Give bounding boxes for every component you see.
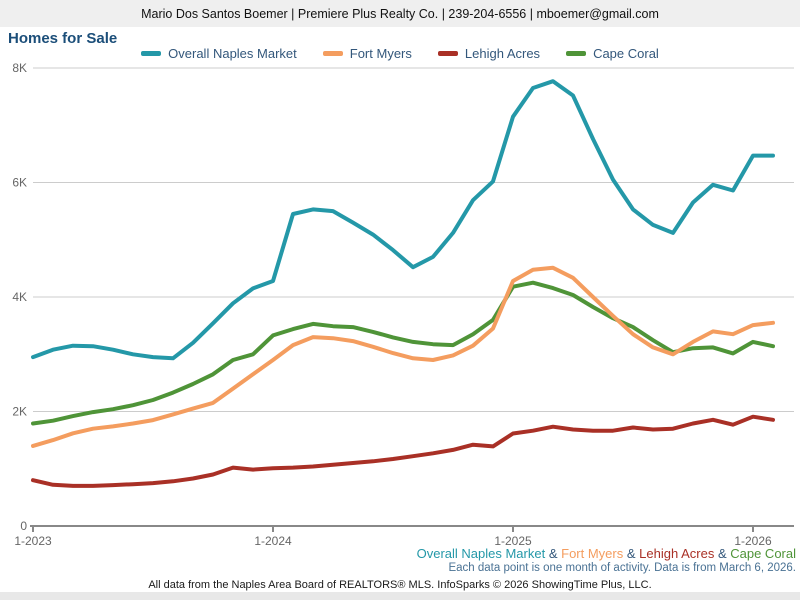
chart-legend: Overall Naples Market Fort Myers Lehigh Ac…: [0, 46, 800, 61]
legend-item-lehigh-acres[interactable]: Lehigh Acres: [437, 46, 541, 61]
page-title: Homes for Sale: [8, 30, 118, 47]
legend-item-overall-naples-market[interactable]: Overall Naples Market: [141, 46, 297, 61]
series-names-note: Overall Naples Market & Fort Myers & Leh…: [417, 546, 796, 561]
legend-swatch-overall-naples-market: [141, 51, 162, 56]
series-note-fort-myers: Fort Myers: [561, 546, 624, 561]
series-note-separator: &: [545, 546, 562, 561]
x-axis-label-1-2024: 1-2024: [254, 534, 292, 548]
y-axis-label-4K: 4K: [12, 290, 27, 304]
y-axis-label-0: 0: [20, 519, 27, 533]
data-freshness-note: Each data point is one month of activity…: [448, 562, 796, 574]
series-note-separator: &: [714, 546, 731, 561]
series-note-lehigh-acres: Lehigh Acres: [639, 546, 715, 561]
series-line-lehigh-acres: [31, 414, 775, 488]
legend-item-fort-myers[interactable]: Fort Myers: [322, 46, 412, 61]
legend-item-cape-coral[interactable]: Cape Coral: [566, 46, 659, 61]
series-line-overall-naples-market: [31, 79, 775, 361]
y-axis-label-8K: 8K: [12, 61, 27, 75]
x-axis-label-1-2025: 1-2025: [494, 534, 532, 548]
series-line-fort-myers: [31, 265, 775, 448]
legend-label: Lehigh Acres: [464, 46, 541, 61]
series-note-separator: &: [623, 546, 640, 561]
legend-swatch-lehigh-acres: [437, 51, 458, 56]
bottom-gray-band: [0, 592, 800, 600]
legend-swatch-fort-myers: [322, 51, 343, 56]
x-axis-label-1-2026: 1-2026: [734, 534, 772, 548]
legend-swatch-cape-coral: [566, 51, 587, 56]
attribution-footer: All data from the Naples Area Board of R…: [148, 579, 652, 591]
series-note-overall-naples-market: Overall Naples Market: [416, 546, 546, 561]
y-axis-label-2K: 2K: [12, 405, 27, 419]
legend-label: Overall Naples Market: [168, 46, 297, 61]
agent-contact-banner: Mario Dos Santos Boemer | Premiere Plus …: [0, 0, 800, 27]
legend-label: Cape Coral: [593, 46, 659, 61]
legend-label: Fort Myers: [349, 46, 412, 61]
x-axis-label-1-2023: 1-2023: [14, 534, 52, 548]
agent-contact-text: Mario Dos Santos Boemer | Premiere Plus …: [141, 6, 659, 21]
series-note-cape-coral: Cape Coral: [730, 546, 796, 561]
y-axis-label-6K: 6K: [12, 176, 27, 190]
series-line-cape-coral: [31, 280, 775, 426]
